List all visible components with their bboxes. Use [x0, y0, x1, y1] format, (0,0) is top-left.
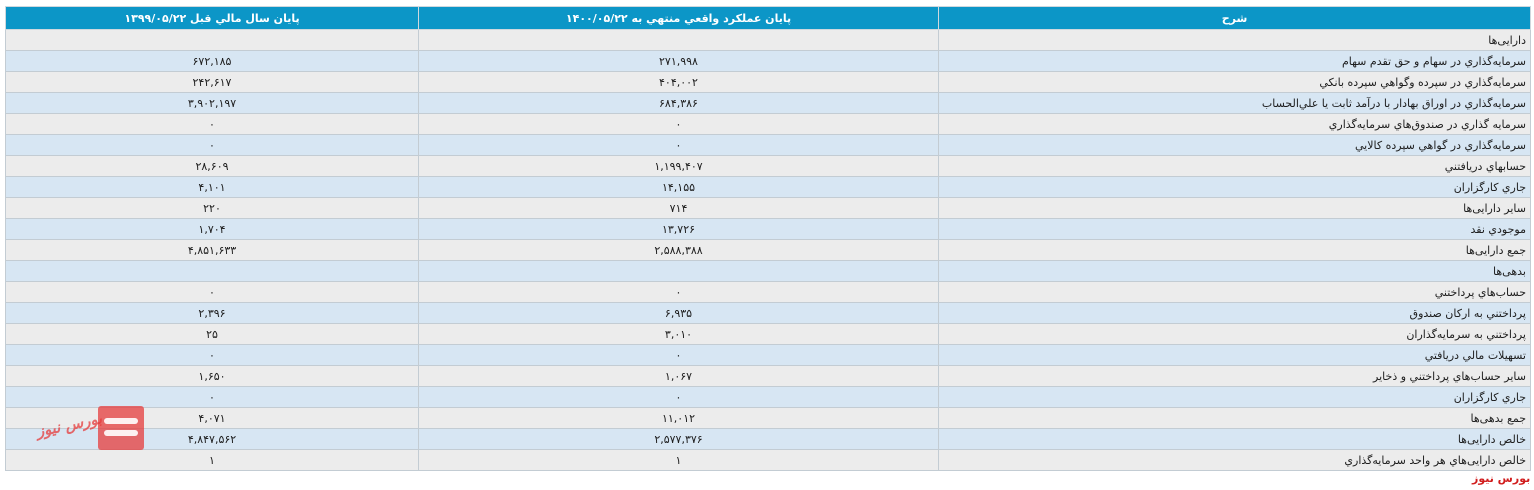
table-row: پرداختني به سرمایه‌گذاران ۳,۰۱۰ ۲۵ — [6, 324, 1531, 345]
row-label: سایر دارایی‌ها — [939, 198, 1531, 219]
row-previous-value — [6, 261, 419, 282]
table-row: سرمایه‌گذاري در سهام و حق تقدم سهام ۲۷۱,۹… — [6, 51, 1531, 72]
row-previous-value: ۱,۶۵۰ — [6, 366, 419, 387]
table-row: جمع دارایی‌ها ۲,۵۸۸,۳۸۸ ۴,۸۵۱,۶۳۳ — [6, 240, 1531, 261]
row-label: سرمایه گذاري در صندوق‌هاي سرمایه‌گذاري — [939, 114, 1531, 135]
row-label: سرمایه‌گذاري در سهام و حق تقدم سهام — [939, 51, 1531, 72]
row-current-value: ۱۴,۱۵۵ — [419, 177, 939, 198]
row-current-value: ۲,۵۸۸,۳۸۸ — [419, 240, 939, 261]
table-row: جمع بدهی‌ها ۱۱,۰۱۲ ۴,۰۷۱ — [6, 408, 1531, 429]
row-label: پرداختني به ارکان صندوق — [939, 303, 1531, 324]
table-header-row: شرح پایان عملکرد واقعي منتهي به ۱۴۰۰/۰۵/… — [6, 7, 1531, 30]
row-label: خالص دارایی‌ها — [939, 429, 1531, 450]
row-current-value: ۲,۵۷۷,۳۷۶ — [419, 429, 939, 450]
table-row: بدهی‌ها — [6, 261, 1531, 282]
row-label: دارایی‌ها — [939, 30, 1531, 51]
row-current-value: ۰ — [419, 387, 939, 408]
watermark-text: بورس نیوز — [1472, 472, 1530, 485]
row-label: خالص دارایی‌هاي هر واحد سرمایه‌گذاري — [939, 450, 1531, 471]
row-previous-value: ۶۷۲,۱۸۵ — [6, 51, 419, 72]
row-current-value: ۳,۰۱۰ — [419, 324, 939, 345]
table-row: جاري کارگزاران ۰ ۰ — [6, 387, 1531, 408]
row-current-value — [419, 30, 939, 51]
row-current-value: ۱۳,۷۲۶ — [419, 219, 939, 240]
row-label: سایر حساب‌هاي پرداختني و ذخایر — [939, 366, 1531, 387]
table-row: سایر حساب‌هاي پرداختني و ذخایر ۱,۰۶۷ ۱,۶۵۰ — [6, 366, 1531, 387]
table-row: پرداختني به ارکان صندوق ۶,۹۳۵ ۲,۳۹۶ — [6, 303, 1531, 324]
table-row: سرمایه‌گذاري در سپرده وگواهي سپرده بانکي… — [6, 72, 1531, 93]
row-current-value: ۱۱,۰۱۲ — [419, 408, 939, 429]
table-row: جاري کارگزاران ۱۴,۱۵۵ ۴,۱۰۱ — [6, 177, 1531, 198]
row-previous-value: ۱,۷۰۴ — [6, 219, 419, 240]
header-previous-period: پایان سال مالي قبل ۱۳۹۹/۰۵/۲۲ — [6, 7, 419, 30]
row-current-value: ۱,۰۶۷ — [419, 366, 939, 387]
row-previous-value: ۰ — [6, 282, 419, 303]
row-label: سرمایه‌گذاري در اوراق بهادار با درآمد ثا… — [939, 93, 1531, 114]
row-current-value: ۰ — [419, 135, 939, 156]
table-row: خالص دارایی‌ها ۲,۵۷۷,۳۷۶ ۴,۸۴۷,۵۶۲ — [6, 429, 1531, 450]
row-current-value: ۴۰۴,۰۰۲ — [419, 72, 939, 93]
row-previous-value: ۲۴۲,۶۱۷ — [6, 72, 419, 93]
row-current-value: ۱,۱۹۹,۴۰۷ — [419, 156, 939, 177]
row-previous-value: ۴,۸۵۱,۶۳۳ — [6, 240, 419, 261]
row-previous-value — [6, 30, 419, 51]
table-row: سرمایه‌گذاري در اوراق بهادار با درآمد ثا… — [6, 93, 1531, 114]
row-current-value: ۰ — [419, 114, 939, 135]
table-row: سایر دارایی‌ها ۷۱۴ ۲۲۰ — [6, 198, 1531, 219]
row-current-value: ۰ — [419, 282, 939, 303]
table-row: سرمایه گذاري در صندوق‌هاي سرمایه‌گذاري ۰ ۰ — [6, 114, 1531, 135]
row-current-value: ۲۷۱,۹۹۸ — [419, 51, 939, 72]
row-previous-value: ۰ — [6, 114, 419, 135]
row-label: جمع بدهی‌ها — [939, 408, 1531, 429]
row-label: جاري کارگزاران — [939, 387, 1531, 408]
table-row: تسهیلات مالي دریافتي ۰ ۰ — [6, 345, 1531, 366]
row-current-value: ۱ — [419, 450, 939, 471]
row-previous-value: ۳,۹۰۲,۱۹۷ — [6, 93, 419, 114]
row-label: بدهی‌ها — [939, 261, 1531, 282]
balance-sheet-wrapper: شرح پایان عملکرد واقعي منتهي به ۱۴۰۰/۰۵/… — [5, 6, 1530, 471]
row-label: تسهیلات مالي دریافتي — [939, 345, 1531, 366]
row-previous-value: ۲,۳۹۶ — [6, 303, 419, 324]
header-current-period: پایان عملکرد واقعي منتهي به ۱۴۰۰/۰۵/۲۲ — [419, 7, 939, 30]
row-previous-value: ۲۸,۶۰۹ — [6, 156, 419, 177]
row-previous-value: ۰ — [6, 135, 419, 156]
row-label: جاري کارگزاران — [939, 177, 1531, 198]
row-previous-value: ۰ — [6, 345, 419, 366]
row-label: سرمایه‌گذاري در سپرده وگواهي سپرده بانکي — [939, 72, 1531, 93]
table-body: دارایی‌ها سرمایه‌گذاري در سهام و حق تقدم … — [6, 30, 1531, 471]
row-previous-value: ۴,۱۰۱ — [6, 177, 419, 198]
row-current-value: ۶۸۴,۳۸۶ — [419, 93, 939, 114]
row-label: جمع دارایی‌ها — [939, 240, 1531, 261]
row-previous-value: ۲۲۰ — [6, 198, 419, 219]
row-label: پرداختني به سرمایه‌گذاران — [939, 324, 1531, 345]
balance-sheet-table: شرح پایان عملکرد واقعي منتهي به ۱۴۰۰/۰۵/… — [5, 6, 1531, 471]
row-current-value: ۷۱۴ — [419, 198, 939, 219]
row-current-value: ۰ — [419, 345, 939, 366]
table-row: موجودي نقد ۱۳,۷۲۶ ۱,۷۰۴ — [6, 219, 1531, 240]
header-description: شرح — [939, 7, 1531, 30]
row-label: حساب‌هاي پرداختني — [939, 282, 1531, 303]
row-label: موجودي نقد — [939, 219, 1531, 240]
row-current-value: ۶,۹۳۵ — [419, 303, 939, 324]
row-label: سرمایه‌گذاري در گواهي سپرده کالایي — [939, 135, 1531, 156]
table-row: خالص دارایی‌هاي هر واحد سرمایه‌گذاري ۱ ۱ — [6, 450, 1531, 471]
table-row: حسابهاي دریافتني ۱,۱۹۹,۴۰۷ ۲۸,۶۰۹ — [6, 156, 1531, 177]
row-previous-value: ۲۵ — [6, 324, 419, 345]
table-row: حساب‌هاي پرداختني ۰ ۰ — [6, 282, 1531, 303]
row-current-value — [419, 261, 939, 282]
row-label: حسابهاي دریافتني — [939, 156, 1531, 177]
table-row: دارایی‌ها — [6, 30, 1531, 51]
table-row: سرمایه‌گذاري در گواهي سپرده کالایي ۰ ۰ — [6, 135, 1531, 156]
